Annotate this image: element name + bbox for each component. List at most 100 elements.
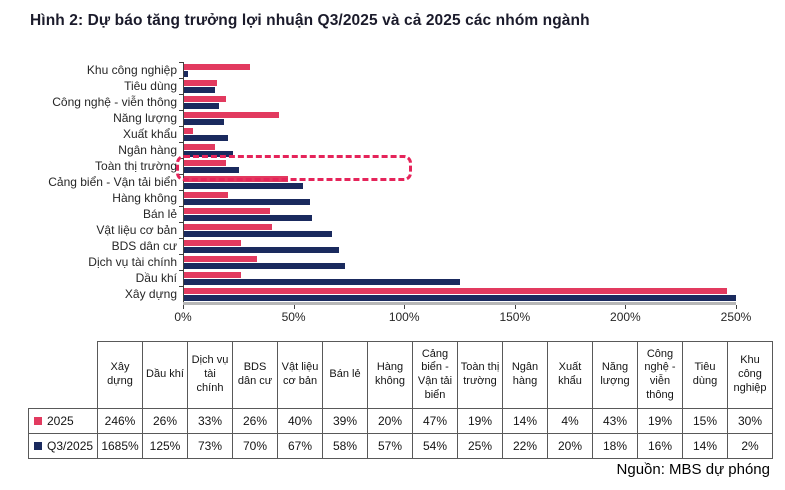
bar-q3-2025-cong-nghe-vien-thong: [184, 102, 220, 109]
value-2025-khu-cong-nghiep: 30%: [727, 408, 773, 434]
bar-2025-xuat-khau: [184, 127, 193, 134]
bar-2025-hang-khong: [184, 191, 229, 198]
value-q3-2025-tieu-dung: 14%: [682, 433, 728, 459]
column-header-vat-lieu-co-ban: Vật liệu cơ bản: [277, 341, 323, 409]
table-header-row: Xây dựng Dầu khí Dịch vụ tài chính BDS dân …: [29, 341, 773, 409]
chart-row-bds-dan-cu: BDS dân cư: [10, 238, 737, 254]
bar-group-dich-vu-tai-chinh: [183, 254, 736, 270]
value-2025-hang-khong: 20%: [367, 408, 413, 434]
x-axis-label: 250%: [720, 310, 752, 324]
bar-q3-2025-khu-cong-nghiep: [184, 70, 189, 77]
category-label: Cảng biển - Vận tải biển: [48, 175, 177, 189]
legend-swatch-2025: [34, 417, 42, 425]
chart-row-ngan-hang: Ngân hàng: [10, 142, 737, 158]
legend-label: Q3/2025: [47, 439, 94, 453]
bar-group-tieu-dung: [183, 78, 736, 94]
value-2025-nang-luong: 43%: [592, 408, 638, 434]
bar-group-nang-luong: [183, 110, 736, 126]
chart-plot-area: Khu công nghiệp Tiêu dùng Công nghệ - viễn…: [10, 62, 737, 302]
x-axis-tick: [625, 305, 627, 309]
legend-swatch-q3-2025: [34, 442, 42, 450]
column-header-cang-bien-van-tai-bien: Cảng biển - Vận tải biển: [412, 341, 458, 409]
bar-2025-dau-khi: [184, 271, 242, 278]
chart-row-hang-khong: Hàng không: [10, 190, 737, 206]
chart-row-xuat-khau: Xuất khẩu: [10, 126, 737, 142]
chart-row-cang-bien-van-tai-bien: Cảng biển - Vận tải biển: [10, 174, 737, 190]
y-axis-ticks: [179, 62, 183, 302]
x-axis-tick: [736, 305, 737, 309]
bar-2025-bds-dan-cu: [184, 239, 242, 246]
value-2025-tieu-dung: 15%: [682, 408, 728, 434]
bar-2025-ban-le: [184, 207, 271, 214]
value-2025-xay-dung: 246%: [97, 408, 143, 434]
bar-2025-toan-thi-truong: [184, 159, 226, 166]
category-label: Vật liệu cơ bản: [96, 223, 177, 237]
x-axis-tick: [183, 305, 184, 309]
column-header-ngan-hang: Ngân hàng: [502, 341, 548, 409]
category-label: Hàng không: [112, 191, 177, 205]
bar-group-khu-cong-nghiep: [183, 62, 736, 78]
table-row-q3-2025: Q3/2025 1685% 125% 73% 70% 67% 58% 57% 54% 25% 22%…: [28, 433, 773, 459]
column-header-khu-cong-nghiep: Khu công nghiệp: [727, 341, 773, 409]
column-header-tieu-dung: Tiêu dùng: [682, 341, 728, 409]
value-q3-2025-vat-lieu-co-ban: 67%: [277, 433, 323, 459]
chart-row-vat-lieu-co-ban: Vật liệu cơ bản: [10, 222, 737, 238]
value-2025-toan-thi-truong: 19%: [457, 408, 503, 434]
category-label: Tiêu dùng: [124, 79, 177, 93]
figure-title: Hình 2: Dự báo tăng trưởng lợi nhuận Q3/…: [30, 12, 590, 29]
bar-q3-2025-dau-khi: [184, 278, 460, 285]
bar-2025-tieu-dung: [184, 79, 218, 86]
bar-q3-2025-dich-vu-tai-chinh: [184, 262, 346, 269]
bar-q3-2025-bds-dan-cu: [184, 246, 339, 253]
value-q3-2025-ban-le: 58%: [322, 433, 368, 459]
category-label: Năng lượng: [113, 111, 177, 125]
value-q3-2025-bds-dan-cu: 70%: [232, 433, 278, 459]
bar-group-vat-lieu-co-ban: [183, 222, 736, 238]
value-q3-2025-ngan-hang: 22%: [502, 433, 548, 459]
bar-group-hang-khong: [183, 190, 736, 206]
column-header-dau-khi: Dầu khí: [142, 341, 188, 409]
column-header-hang-khong: Hàng không: [367, 341, 413, 409]
bar-group-dau-khi: [183, 270, 736, 286]
x-axis-label: 150%: [499, 310, 531, 324]
value-q3-2025-cong-nghe-vien-thong: 16%: [637, 433, 683, 459]
chart-row-dau-khi: Dầu khí: [10, 270, 737, 286]
x-axis-label: 0%: [174, 310, 192, 324]
value-q3-2025-xuat-khau: 20%: [547, 433, 593, 459]
value-q3-2025-dich-vu-tai-chinh: 73%: [187, 433, 233, 459]
value-q3-2025-khu-cong-nghiep: 2%: [727, 433, 773, 459]
bar-q3-2025-vat-lieu-co-ban: [184, 230, 332, 237]
bar-2025-cang-bien-van-tai-bien: [184, 175, 288, 182]
category-label: Xây dựng: [124, 287, 177, 301]
bar-group-cang-bien-van-tai-bien: [183, 174, 736, 190]
bar-q3-2025-xuat-khau: [184, 134, 229, 141]
bar-2025-nang-luong: [184, 111, 279, 118]
value-q3-2025-nang-luong: 18%: [592, 433, 638, 459]
column-header-toan-thi-truong: Toàn thị trường: [457, 341, 503, 409]
category-label: Khu công nghiệp: [86, 63, 177, 77]
category-label: Toàn thị trường: [95, 159, 177, 173]
column-header-xuat-khau: Xuất khẩu: [547, 341, 593, 409]
bar-group-cong-nghe-vien-thong: [183, 94, 736, 110]
category-label: BDS dân cư: [111, 239, 177, 253]
table-corner-cell: [29, 342, 98, 409]
value-q3-2025-toan-thi-truong: 25%: [457, 433, 503, 459]
column-header-dich-vu-tai-chinh: Dịch vụ tài chính: [187, 341, 233, 409]
value-2025-dich-vu-tai-chinh: 33%: [187, 408, 233, 434]
bar-2025-ngan-hang: [184, 143, 215, 150]
chart-row-xay-dung: Xây dựng: [10, 286, 737, 302]
chart-row-dich-vu-tai-chinh: Dịch vụ tài chính: [10, 254, 737, 270]
bar-2025-dich-vu-tai-chinh: [184, 255, 257, 262]
bar-2025-khu-cong-nghiep: [184, 63, 251, 70]
x-axis-label: 200%: [610, 310, 641, 324]
chart-row-cong-nghe-vien-thong: Công nghệ - viễn thông: [10, 94, 737, 110]
category-label: Bán lẻ: [142, 207, 177, 221]
bar-q3-2025-nang-luong: [184, 118, 224, 125]
bar-2025-vat-lieu-co-ban: [184, 223, 273, 230]
chart-row-nang-luong: Năng lượng: [10, 110, 737, 126]
column-header-xay-dung: Xây dựng: [97, 341, 143, 409]
bar-group-xay-dung: [183, 286, 736, 302]
source-note: Nguồn: MBS dự phóng: [616, 461, 770, 478]
bar-2025-xay-dung: [184, 287, 728, 294]
bar-q3-2025-tieu-dung: [184, 86, 215, 93]
